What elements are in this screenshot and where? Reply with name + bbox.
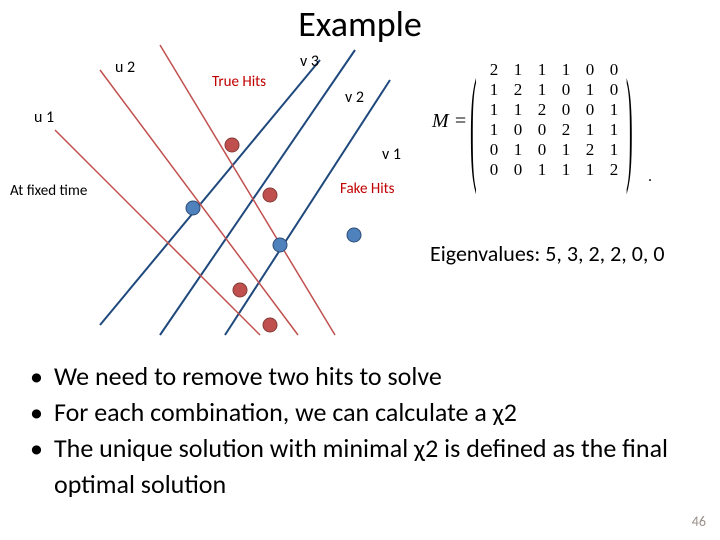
eigenvalues-text: Eigenvalues: 5, 3, 2, 2, 0, 0 <box>430 240 665 267</box>
diagram-area: u 1 u 2 v 1 v 2 v 3 True Hits Fake Hits … <box>0 40 420 340</box>
matrix-cell: 1 <box>506 100 530 120</box>
bullet-item: •We need to remove two hits to solve <box>30 358 690 394</box>
bullet-icon: • <box>30 358 54 394</box>
label-fake-hits: Fake Hits <box>340 180 395 198</box>
matrix-cell: 0 <box>554 100 578 120</box>
matrix-cell: 1 <box>602 140 626 160</box>
matrix-row: 001112 <box>482 160 626 180</box>
matrix-cell: 1 <box>602 100 626 120</box>
matrix-cell: 0 <box>530 120 554 140</box>
matrix-cell: 2 <box>554 120 578 140</box>
matrix-cell: 1 <box>482 80 506 100</box>
matrix-cell: 1 <box>554 160 578 180</box>
label-v2: v 2 <box>345 88 364 107</box>
matrix-cell: 1 <box>482 100 506 120</box>
label-true-hits: True Hits <box>212 73 266 91</box>
matrix-cell: 1 <box>530 60 554 80</box>
matrix-cell: 1 <box>602 120 626 140</box>
matrix-cell: 1 <box>506 60 530 80</box>
matrix-row: 112001 <box>482 100 626 120</box>
matrix-lhs: M = <box>432 110 467 133</box>
slide-root: Example u 1 u 2 v 1 v 2 v 3 True Hits Fa… <box>0 0 720 540</box>
matrix-cell: 2 <box>602 160 626 180</box>
paren-right-icon: ) <box>626 58 633 205</box>
bullet-icon: • <box>30 430 54 502</box>
bullet-text: We need to remove two hits to solve <box>54 358 690 394</box>
matrix-cell: 2 <box>578 140 602 160</box>
matrix-cell: 2 <box>530 100 554 120</box>
matrix-trail: . <box>648 168 652 186</box>
matrix-cell: 1 <box>578 120 602 140</box>
matrix-cell: 1 <box>578 80 602 100</box>
matrix-cell: 0 <box>578 60 602 80</box>
matrix-cell: 2 <box>482 60 506 80</box>
paren-left-icon: ( <box>470 58 477 205</box>
matrix-cell: 0 <box>602 80 626 100</box>
label-v1: v 1 <box>382 145 401 164</box>
matrix-cell: 2 <box>506 80 530 100</box>
matrix-cell: 1 <box>554 140 578 160</box>
matrix-cell: 1 <box>506 140 530 160</box>
label-at-fixed-time: At fixed time <box>10 182 87 200</box>
hit-marker <box>225 138 239 152</box>
bullet-text: The unique solution with minimal χ2 is d… <box>54 430 690 502</box>
hit-marker <box>186 201 200 215</box>
bullet-list: •We need to remove two hits to solve•For… <box>30 358 690 502</box>
matrix-cell: 0 <box>482 140 506 160</box>
hit-marker <box>347 228 361 242</box>
bullet-item: •For each combination, we can calculate … <box>30 394 690 430</box>
hit-marker <box>233 283 247 297</box>
matrix-body: 211100121010112001100211010121001112 <box>482 60 626 180</box>
hit-marker <box>263 318 277 332</box>
matrix-cell: 0 <box>530 140 554 160</box>
matrix-cell: 0 <box>554 80 578 100</box>
bullet-item: •The unique solution with minimal χ2 is … <box>30 430 690 502</box>
matrix-cell: 0 <box>602 60 626 80</box>
matrix-row: 121010 <box>482 80 626 100</box>
bullet-icon: • <box>30 394 54 430</box>
matrix-cell: 1 <box>578 160 602 180</box>
label-u2: u 2 <box>115 58 135 77</box>
hit-marker <box>273 238 287 252</box>
matrix-cell: 0 <box>506 160 530 180</box>
matrix-cell: 1 <box>554 60 578 80</box>
label-u1: u 1 <box>34 108 54 127</box>
matrix-cell: 1 <box>530 160 554 180</box>
matrix-cell: 1 <box>482 120 506 140</box>
page-number: 46 <box>692 513 706 530</box>
matrix-cell: 0 <box>578 100 602 120</box>
matrix-row: 211100 <box>482 60 626 80</box>
matrix-cell: 0 <box>482 160 506 180</box>
hit-marker <box>263 188 277 202</box>
matrix-row: 100211 <box>482 120 626 140</box>
bullet-text: For each combination, we can calculate a… <box>54 394 690 430</box>
matrix-cell: 1 <box>530 80 554 100</box>
matrix-cell: 0 <box>506 120 530 140</box>
label-v3: v 3 <box>300 52 319 71</box>
matrix-row: 010121 <box>482 140 626 160</box>
